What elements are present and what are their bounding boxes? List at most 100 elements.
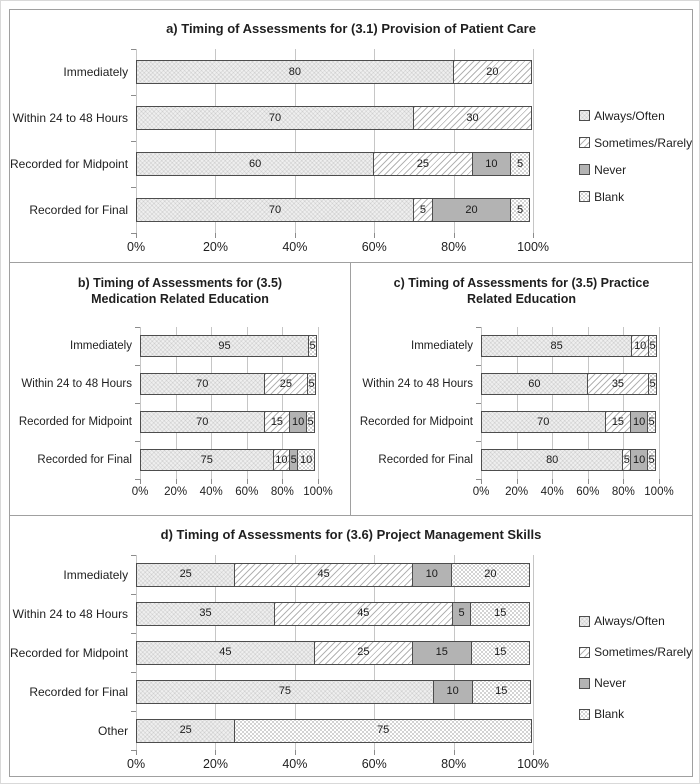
- category-axis: Immediately Within 24 to 48 Hours Recorded…: [10, 555, 136, 750]
- segment-value-label: 70: [196, 377, 209, 390]
- category-label: Recorded for Final: [37, 454, 132, 466]
- gridline: [552, 327, 554, 479]
- category-label: Within 24 to 48 Hours: [12, 111, 129, 125]
- y-axis-tick-mark: [131, 750, 137, 751]
- segment-value-label: 15: [270, 415, 284, 428]
- segment-value-label: 20: [484, 568, 497, 580]
- x-tick-label: 80%: [441, 240, 467, 254]
- y-axis-tick-mark: [131, 555, 137, 556]
- bar-row: 25 45 10 20: [136, 555, 533, 594]
- stacked-bar: 75 10 5 10: [140, 449, 318, 471]
- bar-segment-always-often: 85: [481, 335, 633, 357]
- stacked-bar: 70 15 10 5: [481, 411, 659, 433]
- bar-segment-blank: 75: [234, 718, 533, 743]
- x-tick-label: 40%: [199, 486, 223, 498]
- legend-item: Never: [579, 676, 692, 690]
- bar-segment-sometimes-rarely: 10: [272, 449, 291, 471]
- bar-row: 75 10 15: [136, 672, 533, 711]
- stacked-bar: 75 10 15: [136, 679, 533, 704]
- bar-segment-always-often: 25: [136, 718, 236, 743]
- chart-body: Immediately Within 24 to 48 Hours Recorded…: [10, 327, 350, 508]
- category-label: Immediately: [70, 340, 132, 352]
- x-axis-tick-mark: [215, 233, 217, 238]
- legend-label: Always/Often: [594, 108, 665, 123]
- y-axis-tick-mark: [476, 327, 481, 328]
- y-axis-tick-mark: [476, 403, 481, 404]
- category-label: Recorded for Midpoint: [18, 416, 132, 428]
- bar-segment-sometimes-rarely: 35: [586, 373, 650, 395]
- x-tick-label: 100%: [517, 240, 550, 254]
- segment-value-label: 15: [494, 646, 507, 658]
- bar-segment-never: 5: [451, 601, 472, 626]
- stacked-bar: 45 25 15 15: [136, 640, 533, 665]
- bar-segment-sometimes-rarely: 5: [412, 198, 433, 222]
- bar-segment-always-often: 75: [136, 679, 434, 704]
- legend-label: Blank: [594, 707, 625, 721]
- bar-segment-blank: 5: [510, 198, 531, 222]
- x-axis-tick-mark: [318, 479, 319, 484]
- x-tick-label: 20%: [202, 757, 228, 771]
- chart-body: Immediately Within 24 to 48 Hours Recorded…: [10, 49, 692, 262]
- y-axis-tick-mark: [131, 672, 137, 673]
- bar-rows: 80 20 70 30 60 25 10 5 70 5 20 5: [136, 49, 533, 233]
- stacked-bar: 70 5 20 5: [136, 198, 533, 222]
- x-axis-tick-mark: [294, 233, 296, 238]
- gridline: [533, 49, 535, 233]
- segment-value-label: 85: [550, 339, 563, 352]
- y-axis-tick-mark: [131, 233, 137, 234]
- plot-area: 95 5 70 25 5 70 15 10 5 75 10 5 10: [135, 327, 319, 484]
- segment-value-label: 70: [268, 203, 282, 216]
- bar-row: 85 10 5: [481, 327, 659, 365]
- segment-value-label: 5: [309, 339, 316, 352]
- legend-swatch-never: [579, 677, 591, 689]
- panel-chart-c: c) Timing of Assessments for (3.5) Pract…: [350, 262, 693, 516]
- gridline: [294, 49, 296, 233]
- panel-chart-b: b) Timing of Assessments for (3.5) Medica…: [9, 262, 351, 516]
- x-axis-tick-mark: [246, 479, 248, 484]
- category-label: Within 24 to 48 Hours: [362, 378, 473, 390]
- x-axis-tick-mark: [481, 479, 482, 484]
- x-axis-tick-mark: [516, 479, 518, 484]
- segment-value-label: 10: [425, 568, 438, 580]
- bar-row: 80 20: [136, 49, 533, 95]
- segment-value-label: 75: [377, 724, 390, 736]
- bar-segment-always-often: 25: [136, 562, 236, 587]
- category-label: Recorded for Final: [29, 203, 129, 217]
- bar-segment-blank: 20: [450, 562, 531, 587]
- bar-segment-blank: 5: [647, 411, 656, 433]
- legend-swatch-sometimes-rarely: [579, 137, 591, 148]
- y-axis-tick-mark: [131, 141, 137, 142]
- bar-segment-blank: 5: [510, 152, 531, 176]
- x-axis-tick-mark: [453, 750, 455, 755]
- plot-area: 80 20 70 30 60 25 10 5 70 5 20 5: [131, 49, 535, 238]
- gridline: [659, 327, 660, 479]
- segment-value-label: 45: [219, 646, 232, 658]
- x-tick-label: 0%: [131, 486, 149, 498]
- plot-area-wrap: 85 10 5 60 35 5 70 15 10 5 80 5 10 5 0% 20% 40% 60% 80% 100…: [473, 327, 674, 508]
- bar-row: 70 15 10 5: [481, 403, 659, 441]
- bar-row: 80 5 10 5: [481, 441, 659, 479]
- y-axis-tick-mark: [131, 711, 137, 712]
- gridline: [453, 49, 455, 233]
- bar-segment-never: 10: [630, 449, 649, 471]
- category-label: Recorded for Midpoint: [10, 157, 129, 171]
- segment-value-label: 5: [623, 453, 630, 466]
- stacked-bar: 60 25 10 5: [136, 152, 533, 176]
- legend-label: Sometimes/Rarely: [594, 645, 693, 659]
- stacked-bar: 25 45 10 20: [136, 562, 533, 587]
- bar-segment-always-often: 70: [140, 373, 265, 395]
- x-axis: 0% 20% 40% 60% 80% 100%: [127, 240, 549, 262]
- bar-segment-blank: 5: [648, 373, 657, 395]
- legend-swatch-blank: [579, 191, 591, 202]
- segment-value-label: 30: [466, 111, 479, 124]
- legend-label: Always/Often: [594, 614, 665, 628]
- gridline: [211, 327, 213, 479]
- legend-item: Blank: [579, 190, 692, 204]
- segment-value-label: 75: [278, 685, 292, 697]
- legend-swatch-always-often: [579, 110, 591, 121]
- bar-segment-sometimes-rarely: 30: [412, 106, 533, 130]
- category-axis: Immediately Within 24 to 48 Hours Recorded…: [10, 49, 136, 233]
- segment-value-label: 15: [611, 415, 625, 428]
- gridline: [140, 327, 141, 479]
- bar-rows: 85 10 5 60 35 5 70 15 10 5 80 5 10 5: [481, 327, 659, 479]
